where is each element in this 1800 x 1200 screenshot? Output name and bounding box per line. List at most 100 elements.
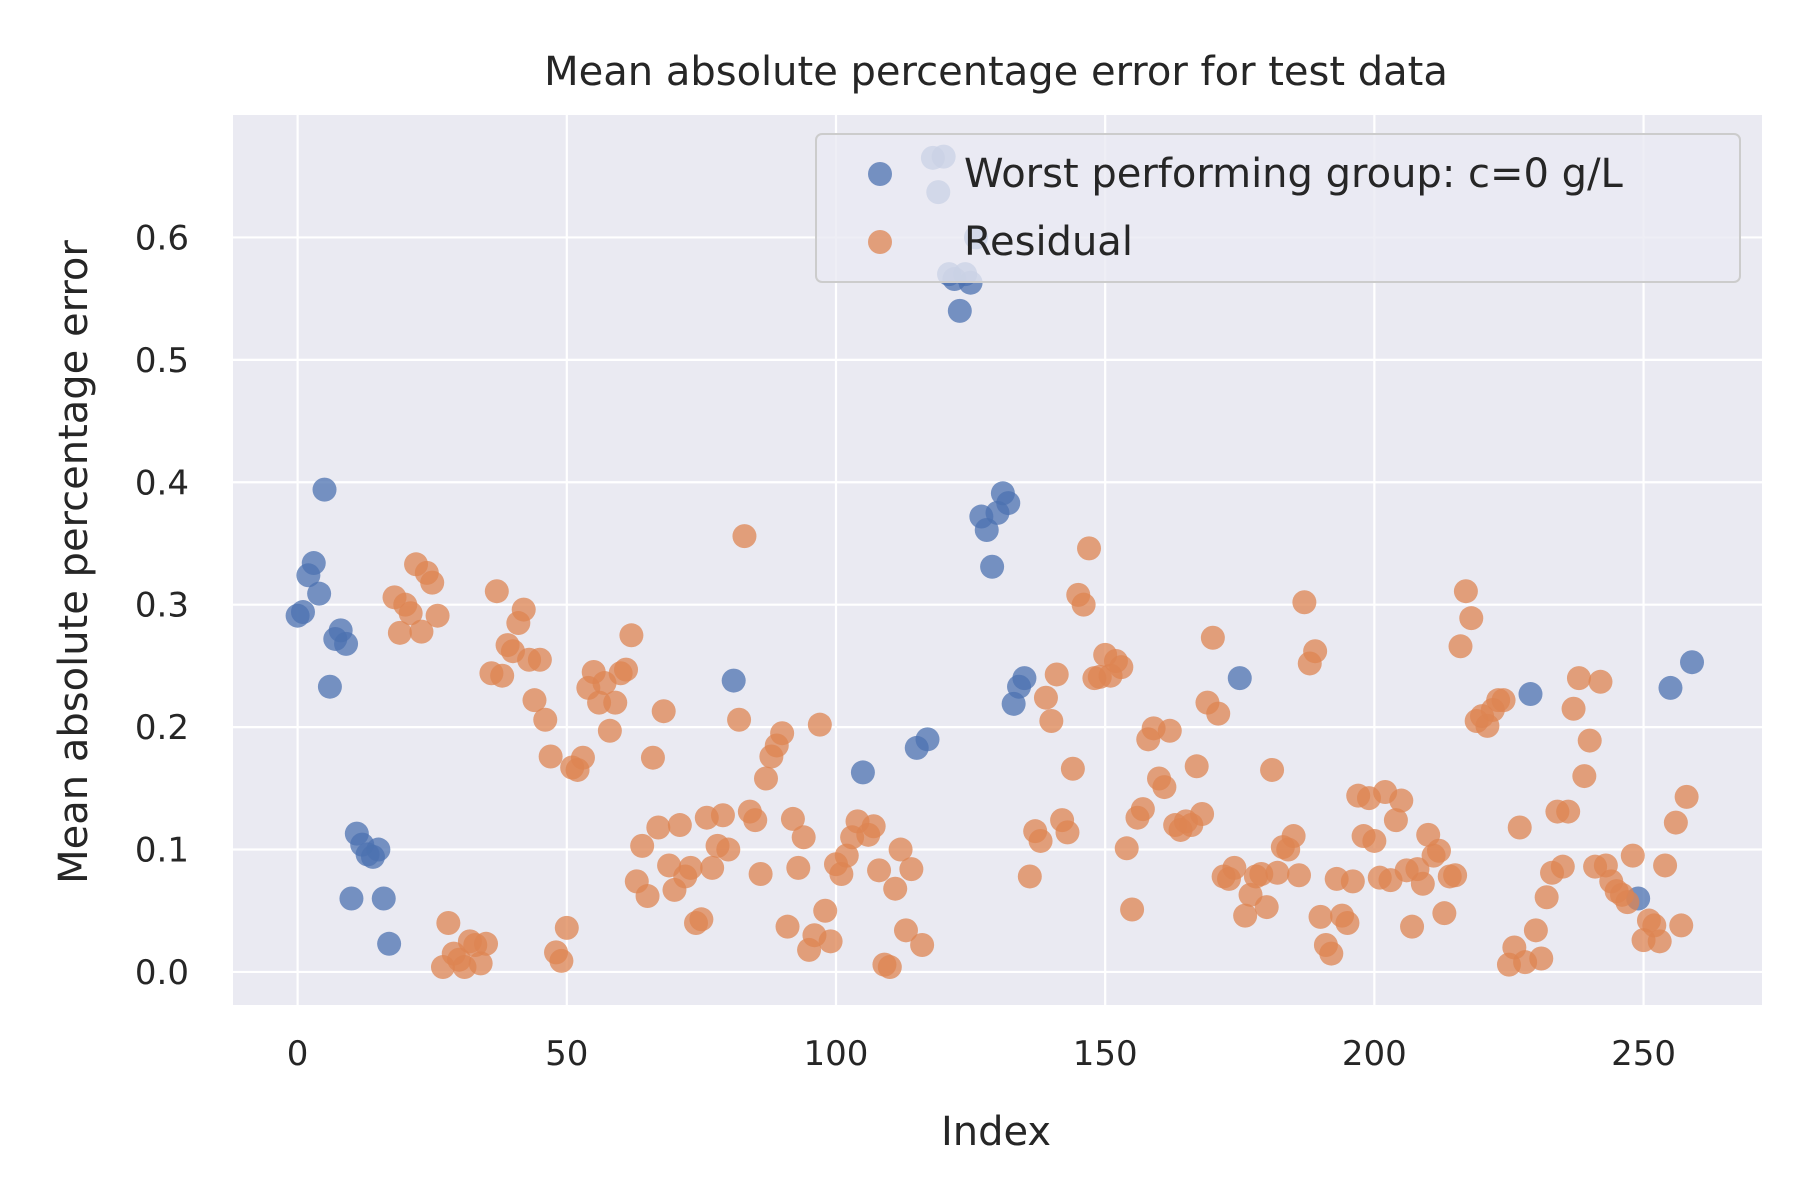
data-point: [1028, 828, 1053, 853]
legend-marker-residual: [868, 230, 892, 254]
data-point: [307, 581, 332, 606]
data-point: [1222, 855, 1247, 880]
data-point: [1588, 669, 1613, 694]
data-point: [522, 688, 547, 713]
data-point: [312, 477, 337, 502]
data-point: [1109, 655, 1134, 680]
data-point: [834, 843, 859, 868]
legend-label-residual: Residual: [964, 219, 1133, 265]
data-point: [1443, 863, 1468, 888]
data-point: [893, 918, 918, 943]
data-point: [1033, 685, 1058, 710]
data-point: [780, 806, 805, 831]
data-point: [1340, 869, 1365, 894]
data-point: [484, 579, 509, 604]
data-point: [1680, 650, 1705, 675]
data-point: [1303, 639, 1328, 664]
x-tick-label: 150: [1073, 1034, 1138, 1074]
data-point: [1432, 901, 1457, 926]
data-point: [554, 915, 579, 940]
data-point: [1157, 718, 1182, 743]
data-point: [667, 813, 692, 838]
data-point: [980, 554, 1005, 579]
data-point: [1012, 666, 1037, 691]
data-point: [1669, 913, 1694, 938]
data-point: [468, 951, 493, 976]
data-point: [877, 955, 902, 980]
data-point: [1200, 625, 1225, 650]
data-point: [791, 825, 816, 850]
data-point: [915, 727, 940, 752]
data-point: [619, 623, 644, 648]
data-point: [1184, 754, 1209, 779]
data-point: [1507, 815, 1532, 840]
data-point: [786, 855, 811, 880]
data-point: [1550, 854, 1575, 879]
data-point: [1674, 784, 1699, 809]
x-tick-label: 100: [804, 1034, 869, 1074]
data-point: [538, 744, 563, 769]
data-point: [1308, 904, 1333, 929]
data-point: [947, 298, 972, 323]
data-point: [1426, 838, 1451, 863]
data-point: [646, 815, 671, 840]
data-point: [1265, 860, 1290, 885]
data-point: [1561, 696, 1586, 721]
data-point: [317, 674, 342, 699]
data-point: [867, 858, 892, 883]
data-point: [1448, 634, 1473, 659]
data-point: [829, 862, 854, 887]
data-point: [1534, 885, 1559, 910]
data-point: [1319, 941, 1344, 966]
data-point: [1491, 688, 1516, 713]
data-point: [603, 690, 628, 715]
data-point: [850, 760, 875, 785]
data-point: [813, 898, 838, 923]
y-axis-ticks: 0.0 0.1 0.2 0.3 0.4 0.5 0.6: [135, 218, 189, 993]
data-point: [651, 699, 676, 724]
data-point: [1389, 788, 1414, 813]
data-point: [371, 886, 396, 911]
data-point: [1572, 764, 1597, 789]
data-point: [1647, 929, 1672, 954]
data-point: [1292, 590, 1317, 615]
data-point: [1017, 864, 1042, 889]
data-point: [678, 855, 703, 880]
data-point: [1077, 536, 1102, 561]
data-point: [1286, 863, 1311, 888]
data-point: [1383, 808, 1408, 833]
data-point: [1658, 675, 1683, 700]
x-tick-label: 200: [1342, 1034, 1407, 1074]
data-point: [1529, 946, 1554, 971]
data-point: [474, 931, 499, 956]
x-tick-label: 0: [287, 1034, 309, 1074]
data-point: [1130, 797, 1155, 822]
data-point: [533, 707, 558, 732]
data-point: [1060, 756, 1085, 781]
series-residual: [382, 524, 1699, 980]
y-axis-label: Mean absolute percentage error: [51, 240, 97, 884]
data-point: [511, 597, 536, 622]
data-point: [290, 600, 315, 625]
data-points: [285, 144, 1705, 980]
y-tick-label: 0.3: [135, 586, 189, 626]
data-point: [635, 884, 660, 909]
x-axis-label: Index: [941, 1109, 1051, 1155]
y-tick-label: 0.6: [135, 218, 189, 258]
data-point: [861, 814, 886, 839]
data-point: [1260, 757, 1285, 782]
data-point: [1190, 802, 1215, 827]
data-point: [996, 491, 1021, 516]
data-point: [1055, 820, 1080, 845]
data-point: [1206, 701, 1231, 726]
data-point: [770, 721, 795, 746]
data-point: [910, 933, 935, 958]
data-point: [334, 631, 359, 656]
y-tick-label: 0.1: [135, 831, 189, 871]
data-point: [301, 551, 326, 576]
data-point: [721, 668, 746, 693]
legend-marker-worst-group: [868, 162, 892, 186]
y-tick-label: 0.4: [135, 463, 189, 503]
data-point: [974, 518, 999, 543]
